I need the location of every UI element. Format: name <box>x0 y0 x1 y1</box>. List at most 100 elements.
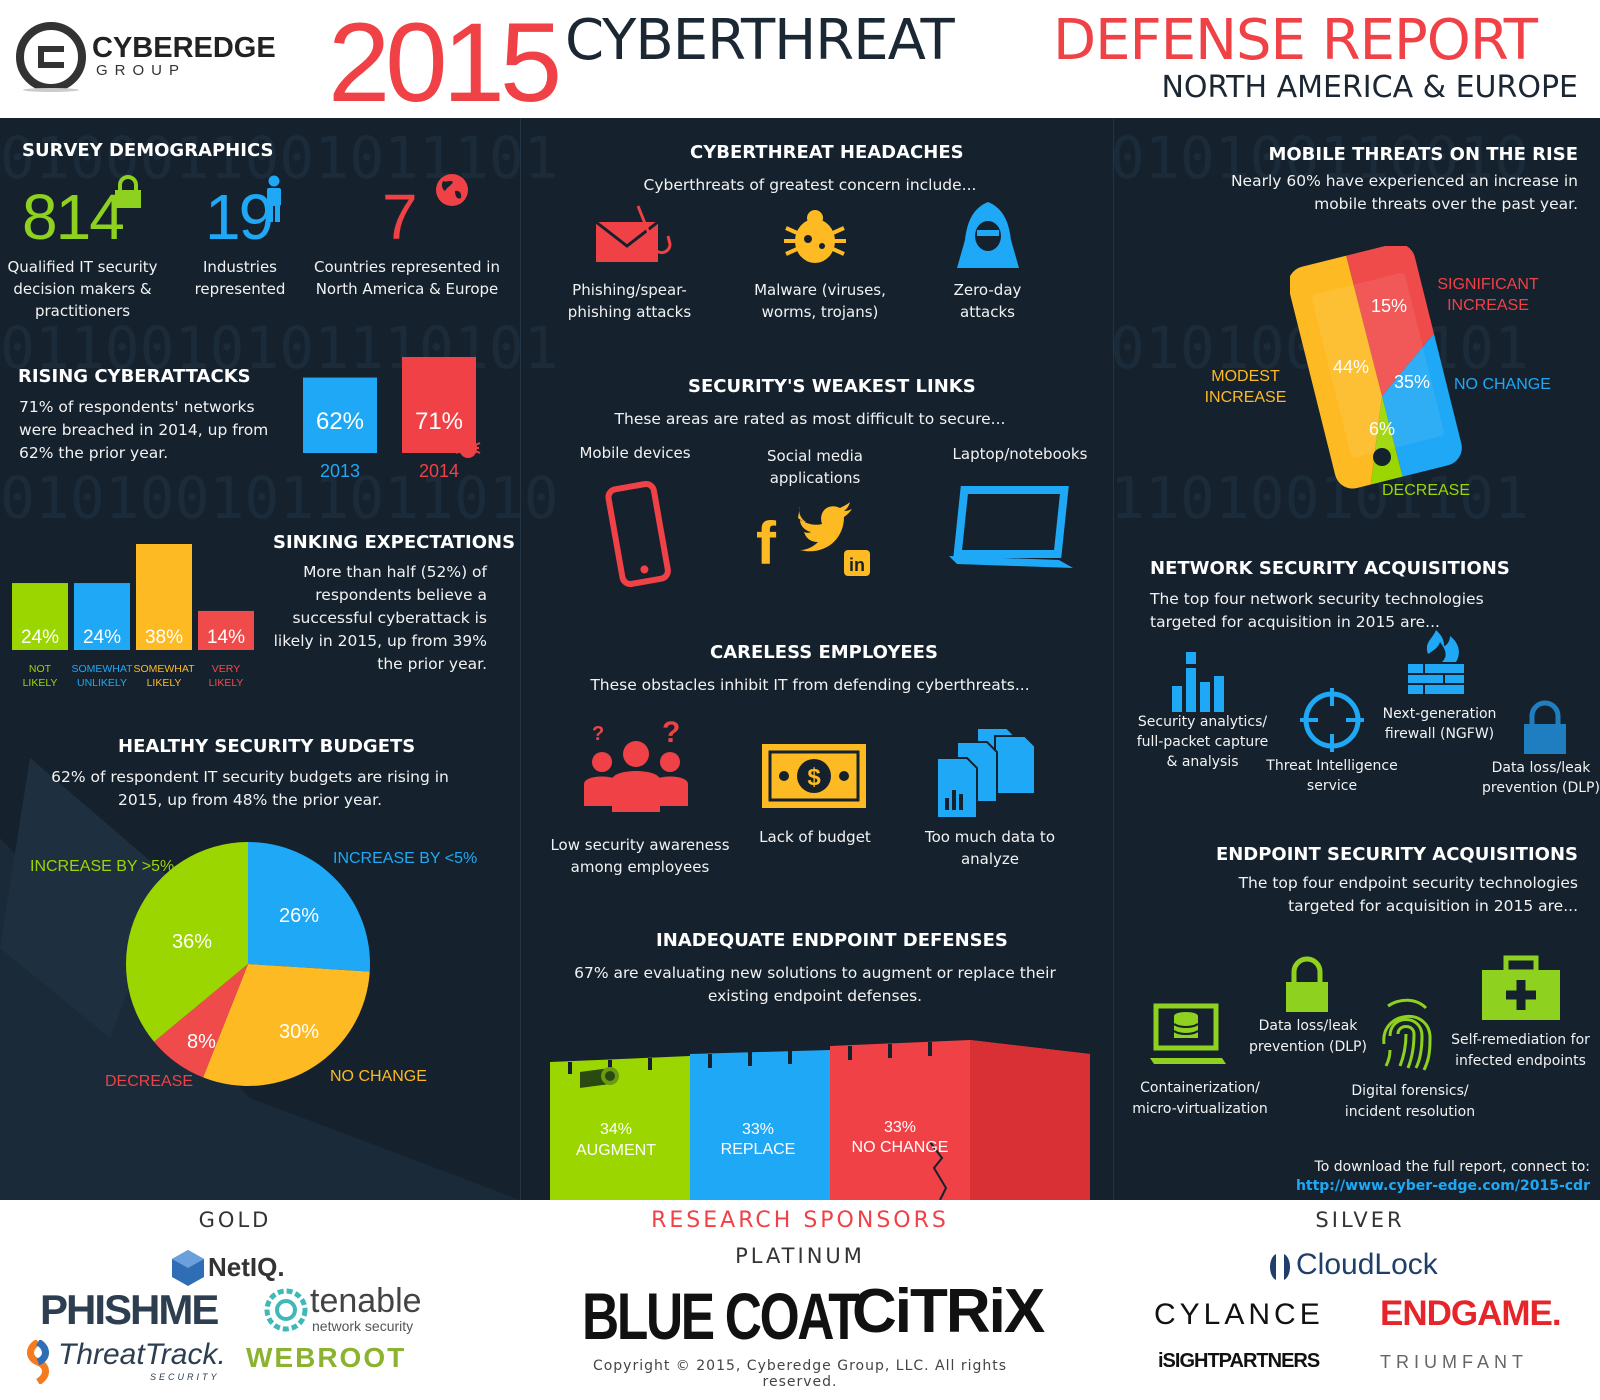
phishing-icon <box>595 205 672 262</box>
endpoint-augment-label: AUGMENT <box>576 1142 656 1159</box>
sinking-bar-label-2: 38% <box>145 627 183 648</box>
report-header: CYBEREDGE GROUP 2015 CYBERTHREAT DEFENSE… <box>0 0 1600 125</box>
container-icon <box>1150 1003 1226 1064</box>
endpoint-nochange-label: NO CHANGE <box>852 1139 949 1156</box>
network-acq-dlp-label: Data loss/leak prevention (DLP) <box>1482 760 1600 796</box>
sponsor-isightpartners: iSIGHTPARTNERS <box>1158 1350 1320 1372</box>
first-aid-icon <box>1482 955 1560 1020</box>
report-title-part2: DEFENSE REPORT <box>1053 8 1538 73</box>
svg-text:?: ? <box>662 716 680 749</box>
sinking-cat2-0: LIKELY <box>23 677 58 689</box>
mobile-legend-significant: SIGNIFICANT INCREASE <box>1437 276 1539 314</box>
crosshair-icon <box>1300 688 1364 752</box>
download-text: To download the full report, connect to: <box>1314 1159 1590 1175</box>
sinking-cat2-3: LIKELY <box>209 677 244 689</box>
budgets-legend-increase-gt5: INCREASE BY >5% <box>30 858 175 875</box>
endpoint-acq-container-label: Containerization/ micro-virtualization <box>1132 1080 1268 1117</box>
careless-data-label: Too much data to analyze <box>925 828 1055 868</box>
budgets-pie <box>125 842 370 1086</box>
hooded-hacker-icon <box>957 202 1019 268</box>
laptop-icon <box>949 486 1073 568</box>
sponsor-webroot: WEBROOT <box>246 1342 407 1373</box>
report-year: 2015 <box>328 0 562 125</box>
sponsor-threattrack: ThreatTrack. <box>58 1338 226 1371</box>
social-media-icon: f in <box>756 502 870 577</box>
endpoint-wall-chart: 34% AUGMENT 33% REPLACE 33% NO CHANGE <box>550 1040 1090 1200</box>
endpoint-replace-pct: 33% <box>742 1121 774 1138</box>
budgets-pct-increase-lt5: 26% <box>279 905 320 927</box>
sponsor-tenable: tenable <box>310 1282 422 1320</box>
endpoint-replace-label: REPLACE <box>721 1141 796 1158</box>
svg-text:?: ? <box>592 723 604 745</box>
tenable-logo-icon <box>264 1288 308 1332</box>
mobile-pct-no-change: 35% <box>1394 372 1431 392</box>
demographics-respondents-label: Qualified IT security decision makers & … <box>7 258 158 320</box>
brand-subname: GROUP <box>96 62 187 79</box>
weakest-laptop-label: Laptop/notebooks <box>952 445 1088 463</box>
careless-intro: These obstacles inhibit IT from defendin… <box>590 676 1030 694</box>
bug-icon <box>784 210 846 263</box>
rising-year-2014: 2014 <box>419 461 459 481</box>
rising-title: RISING CYBERATTACKS <box>18 366 251 387</box>
sinking-cat1-3: VERY <box>212 663 240 675</box>
sponsors-platinum-title: PLATINUM <box>735 1244 865 1268</box>
bug-icon <box>455 438 481 458</box>
mobile-text: Nearly 60% have experienced an increase … <box>1230 172 1578 213</box>
mobile-legend-no-change: NO CHANGE <box>1454 376 1551 393</box>
rising-bar-2014 <box>402 357 476 453</box>
firewall-icon <box>1408 630 1464 694</box>
endpoint-nochange-pct: 33% <box>884 1119 916 1136</box>
demographics-industries-value: 19 <box>205 181 274 253</box>
headaches-phishing-label: Phishing/spear-phishing attacks <box>567 281 692 321</box>
threattrack-logo-icon <box>27 1340 49 1384</box>
svg-text:110100101101: 110100101101 <box>1110 464 1529 532</box>
budgets-legend-decrease: DECREASE <box>105 1073 194 1090</box>
svg-text:$: $ <box>807 764 821 791</box>
report-title-part1: CYBERTHREAT <box>565 8 955 73</box>
download-link[interactable]: http://www.cyber-edge.com/2015-cdr <box>1295 1178 1590 1194</box>
budgets-slice-3 <box>125 842 248 1042</box>
sponsor-bluecoat: BLUE COAT <box>582 1279 860 1353</box>
budgets-slice-2 <box>153 964 248 1078</box>
sinking-bar-label-1: 24% <box>83 627 121 648</box>
sinking-bar-1 <box>74 583 130 650</box>
sponsor-tenable-tagline: network security <box>312 1318 414 1334</box>
mobile-slice-3 <box>1290 246 1382 493</box>
rising-label-2014: 71% <box>415 408 463 435</box>
endpoint-acq-forensics-label: Digital forensics/ incident resolution <box>1344 1083 1476 1120</box>
sponsors-gold-title: GOLD <box>198 1208 272 1232</box>
budgets-text: 62% of respondent IT security budgets ar… <box>51 768 449 809</box>
network-acq-text: The top four network security technologi… <box>1150 590 1484 631</box>
rising-text: 71% of respondents' networks were breach… <box>19 398 269 462</box>
smartphone-icon <box>605 480 671 587</box>
sinking-chart: 24% NOT LIKELY 24% SOMEWHAT UNLIKELY 38% SOMEWH… <box>12 544 254 689</box>
mobile-legend-modest: MODEST INCREASE <box>1204 368 1287 406</box>
careless-title: CARELESS EMPLOYEES <box>710 642 938 663</box>
dollar-bill-icon: $ <box>762 744 866 808</box>
weakest-social-label: Social media applications <box>767 447 863 487</box>
lock-icon <box>115 175 141 208</box>
netiq-logo-icon <box>172 1250 204 1286</box>
demographics-countries-label: Countries represented in North America &… <box>314 258 500 298</box>
sinking-cat1-2: SOMEWHAT <box>133 663 195 675</box>
network-acq-threat-intel-label: Threat Intelligence service <box>1266 758 1398 794</box>
sponsor-threattrack-tagline: SECURITY <box>150 1372 220 1382</box>
network-acq-analytics-label: Security analytics/ full-packet capture … <box>1136 714 1269 770</box>
weakest-title: SECURITY'S WEAKEST LINKS <box>688 376 976 397</box>
sinking-cat1-0: NOT <box>29 663 52 675</box>
mobile-pct-decrease: 6% <box>1369 419 1396 439</box>
budgets-slice-0 <box>248 842 370 972</box>
demographics-respondents-value: 814 <box>22 181 125 253</box>
budgets-legend-no-change: NO CHANGE <box>330 1068 427 1085</box>
sinking-cat2-2: LIKELY <box>147 677 182 689</box>
endpoint-acq-title: ENDPOINT SECURITY ACQUISITIONS <box>1215 844 1578 865</box>
sinking-bar-label-3: 14% <box>207 627 245 648</box>
demographics-industries-label: Industries represented <box>194 258 286 298</box>
documents-icon <box>936 727 1036 819</box>
copyright-text: Copyright © 2015, Cyberedge Group, LLC. … <box>592 1358 1008 1390</box>
weakest-intro: These areas are rated as most difficult … <box>614 410 1006 428</box>
sponsor-cylance: CYLANCE <box>1154 1298 1324 1331</box>
headaches-zero-day-label: Zero-day attacks <box>953 281 1022 321</box>
endpoint-augment-pct: 34% <box>600 1121 632 1138</box>
mobile-title: MOBILE THREATS ON THE RISE <box>1268 144 1578 165</box>
